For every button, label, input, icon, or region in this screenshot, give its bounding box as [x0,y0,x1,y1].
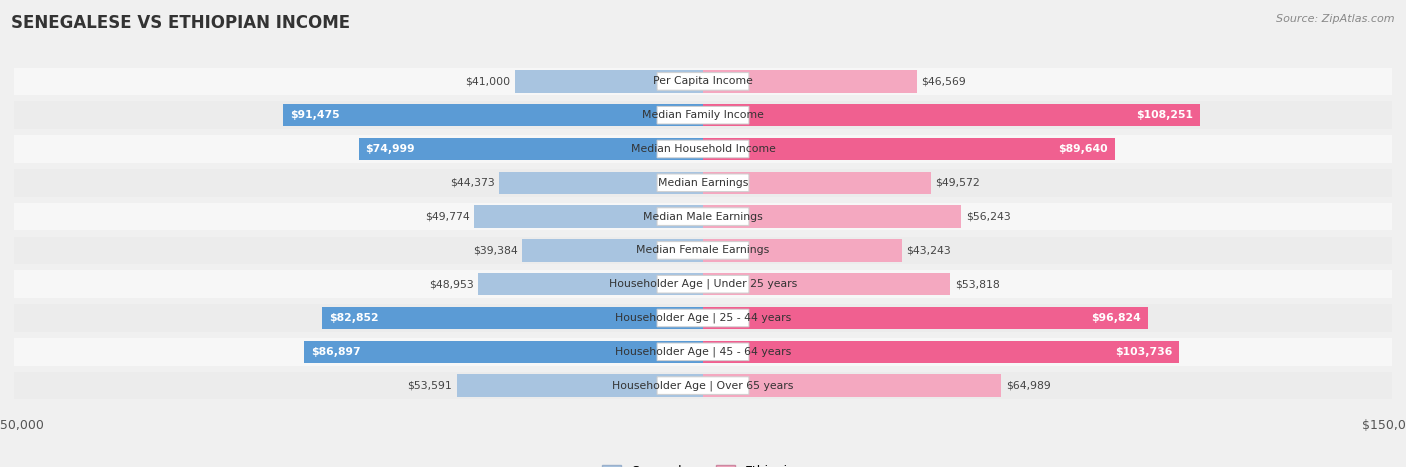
Text: Median Female Earnings: Median Female Earnings [637,245,769,255]
Text: $91,475: $91,475 [290,110,339,120]
Text: $108,251: $108,251 [1136,110,1194,120]
Text: $74,999: $74,999 [366,144,415,154]
Text: $64,989: $64,989 [1007,381,1050,390]
Bar [478,273,703,295]
Bar [283,104,703,127]
Text: Median Earnings: Median Earnings [658,178,748,188]
Text: $89,640: $89,640 [1059,144,1108,154]
Text: Source: ZipAtlas.com: Source: ZipAtlas.com [1277,14,1395,24]
Text: $96,824: $96,824 [1091,313,1140,323]
Text: $53,818: $53,818 [955,279,1000,289]
Bar [14,237,1392,264]
FancyBboxPatch shape [657,377,749,395]
Bar [322,307,703,329]
Text: $48,953: $48,953 [429,279,474,289]
FancyBboxPatch shape [657,174,749,191]
FancyBboxPatch shape [657,241,749,259]
Bar [14,101,1392,129]
Text: Median Household Income: Median Household Income [630,144,776,154]
Text: Householder Age | Over 65 years: Householder Age | Over 65 years [612,380,794,391]
FancyBboxPatch shape [657,309,749,327]
Bar [14,338,1392,366]
FancyBboxPatch shape [657,276,749,293]
Text: $46,569: $46,569 [921,77,966,86]
Text: Householder Age | 45 - 64 years: Householder Age | 45 - 64 years [614,347,792,357]
Bar [14,270,1392,298]
Text: SENEGALESE VS ETHIOPIAN INCOME: SENEGALESE VS ETHIOPIAN INCOME [11,14,350,32]
Text: Median Male Earnings: Median Male Earnings [643,212,763,222]
Text: Per Capita Income: Per Capita Income [652,77,754,86]
Text: $41,000: $41,000 [465,77,510,86]
Bar [14,68,1392,95]
Text: $103,736: $103,736 [1115,347,1173,357]
FancyBboxPatch shape [657,343,749,361]
Text: $86,897: $86,897 [311,347,360,357]
Bar [703,70,917,92]
Text: $44,373: $44,373 [450,178,495,188]
Bar [474,205,703,228]
Bar [14,203,1392,230]
Bar [14,169,1392,197]
Text: Median Family Income: Median Family Income [643,110,763,120]
Text: Householder Age | 25 - 44 years: Householder Age | 25 - 44 years [614,313,792,323]
Bar [703,104,1201,127]
Text: $56,243: $56,243 [966,212,1011,222]
Bar [703,375,1001,397]
Text: $82,852: $82,852 [329,313,380,323]
Bar [703,307,1147,329]
Bar [304,340,703,363]
Bar [703,138,1115,160]
Legend: Senegalese, Ethiopian: Senegalese, Ethiopian [598,460,808,467]
Bar [703,205,962,228]
Bar [703,239,901,262]
Text: $49,572: $49,572 [935,178,980,188]
Bar [703,172,931,194]
FancyBboxPatch shape [657,140,749,158]
Text: $53,591: $53,591 [408,381,453,390]
Bar [703,273,950,295]
Text: $39,384: $39,384 [472,245,517,255]
Bar [515,70,703,92]
Bar [14,304,1392,332]
Bar [522,239,703,262]
Bar [359,138,703,160]
Bar [14,372,1392,399]
FancyBboxPatch shape [657,106,749,124]
Text: $43,243: $43,243 [907,245,950,255]
Bar [457,375,703,397]
Text: Householder Age | Under 25 years: Householder Age | Under 25 years [609,279,797,290]
FancyBboxPatch shape [657,72,749,90]
Bar [499,172,703,194]
Bar [14,135,1392,163]
Bar [703,340,1180,363]
FancyBboxPatch shape [657,208,749,226]
Text: $49,774: $49,774 [425,212,470,222]
